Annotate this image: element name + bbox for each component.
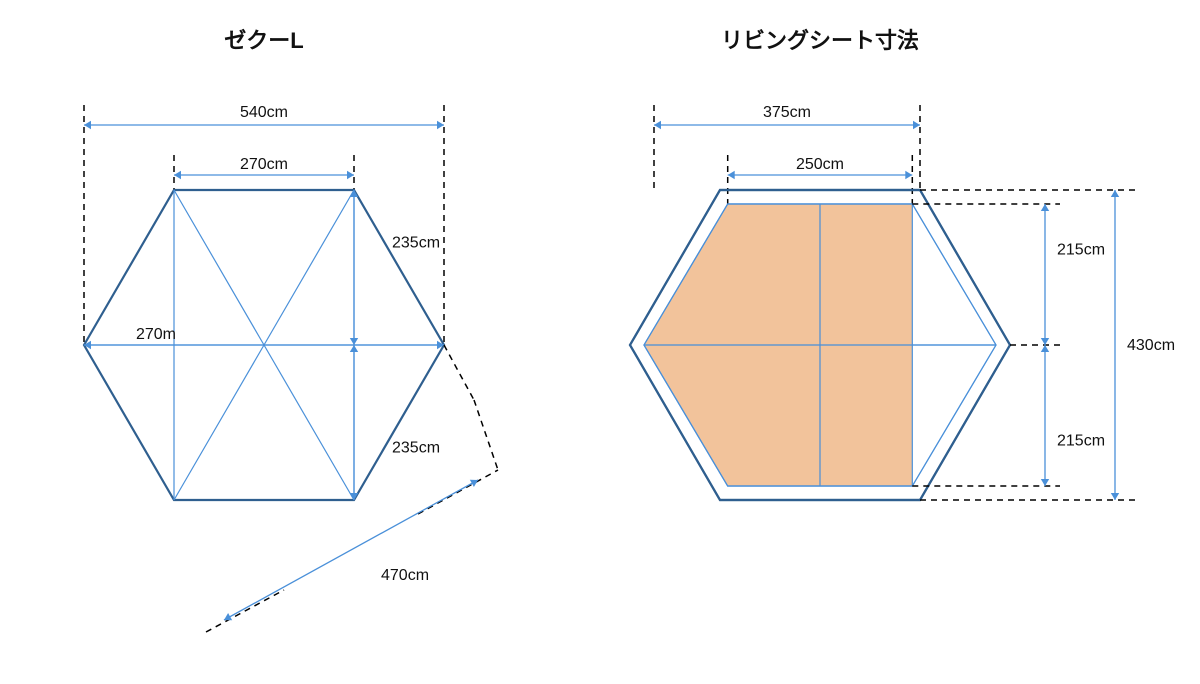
right-title: リビングシート寸法 — [721, 28, 919, 53]
dash-diag-ext — [444, 345, 474, 400]
arrow-235-upper — [350, 190, 358, 345]
diagram-stage: ゼクーL 540cm 270cm 270m 235cm 235cm 470cm リビングシート… — [0, 0, 1200, 684]
label-235-upper: 235cm — [392, 235, 440, 252]
arrow-215-lower — [1041, 345, 1049, 486]
diagram-svg: ゼクーL 540cm 270cm 270m 235cm 235cm 470cm リビングシート… — [0, 0, 1200, 684]
label-235-lower: 235cm — [392, 440, 440, 457]
label-430: 430cm — [1127, 337, 1175, 354]
label-215-upper: 215cm — [1057, 242, 1105, 259]
arrow-540 — [84, 121, 444, 129]
dash-diag-2 — [418, 470, 498, 514]
dash-diag-ext2 — [474, 400, 498, 470]
left-title: ゼクーL — [224, 28, 303, 53]
left-diagram: ゼクーL 540cm 270cm 270m 235cm 235cm 470cm — [84, 28, 498, 632]
label-470: 470cm — [381, 567, 429, 584]
arrow-430 — [1111, 190, 1119, 500]
label-270m: 270m — [136, 326, 176, 343]
label-540: 540cm — [240, 104, 288, 121]
dash-diag-1 — [206, 590, 284, 632]
right-diagram: リビングシート寸法 375cm 250cm 215cm 215cm 430cm — [630, 28, 1175, 500]
label-215-lower: 215cm — [1057, 433, 1105, 450]
arrow-375 — [654, 121, 920, 129]
label-375: 375cm — [763, 104, 811, 121]
arrow-215-upper — [1041, 204, 1049, 345]
label-270-top: 270cm — [240, 156, 288, 173]
arrow-235-lower — [350, 345, 358, 500]
label-250: 250cm — [796, 156, 844, 173]
